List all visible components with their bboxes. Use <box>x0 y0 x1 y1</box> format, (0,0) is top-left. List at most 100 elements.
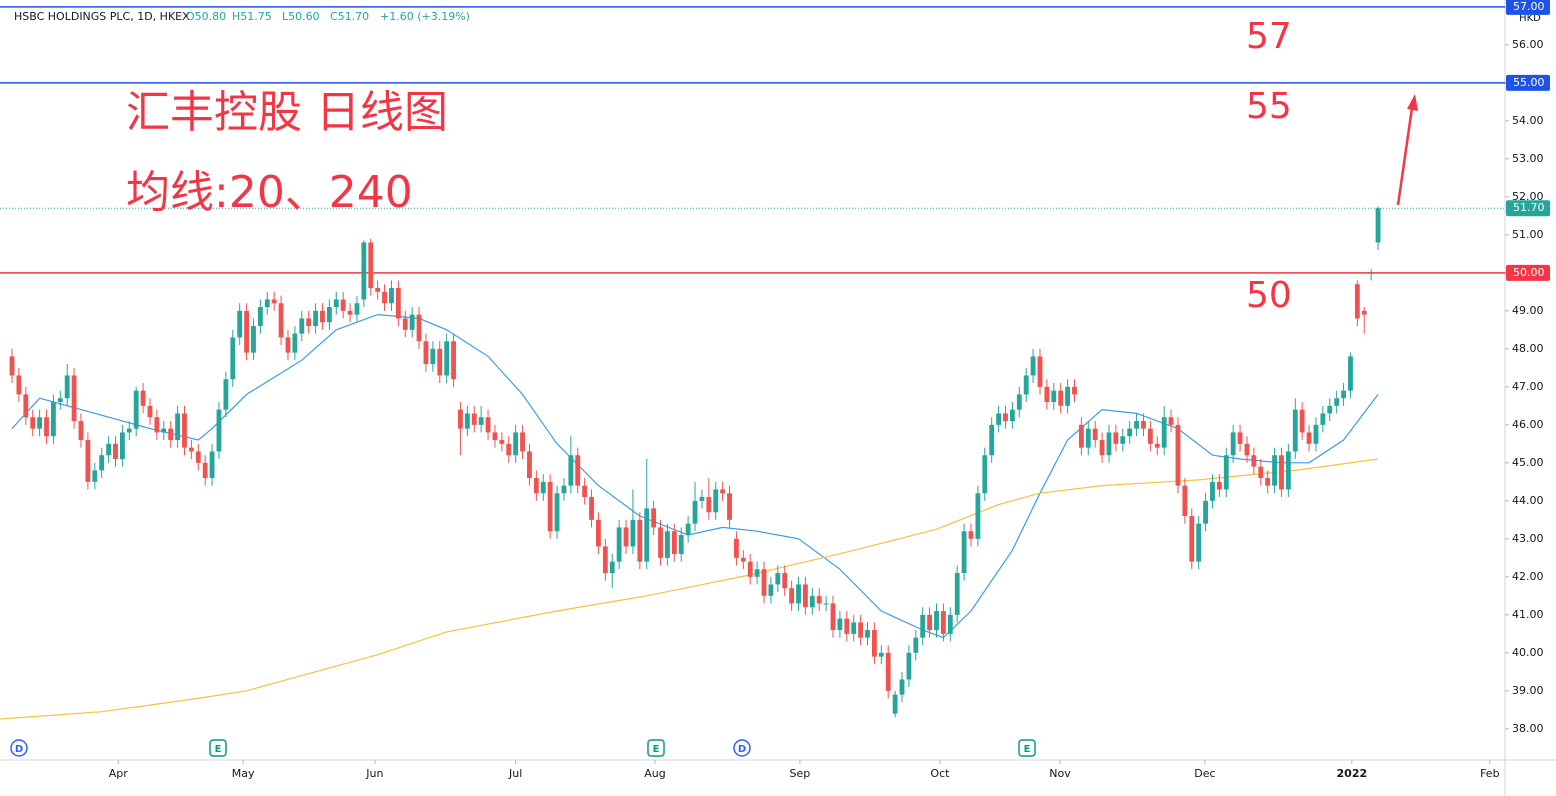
price-label-box <box>1506 74 1550 91</box>
candle-body <box>354 303 360 315</box>
candle-body <box>630 519 636 547</box>
candle-body <box>796 584 801 604</box>
candle-body <box>968 531 974 539</box>
candle-body <box>975 493 981 539</box>
candle-body <box>1092 428 1098 441</box>
event-marker <box>10 739 28 757</box>
candle-body <box>878 652 884 657</box>
candle-body <box>561 485 567 494</box>
candle-body <box>920 614 926 638</box>
candle-body <box>706 497 712 513</box>
candle-body <box>1251 455 1257 467</box>
y-tick-label: 41.00 <box>1512 608 1544 621</box>
candle-body <box>899 679 905 695</box>
candle-body <box>775 573 781 585</box>
candle-body <box>747 561 753 577</box>
candle-body <box>1182 485 1188 517</box>
candle-body <box>713 489 719 513</box>
candle-body <box>113 443 118 460</box>
event-label: E <box>1024 744 1031 755</box>
candle-body <box>147 405 153 418</box>
candle-body <box>1003 413 1008 422</box>
candle-body <box>347 310 353 315</box>
candle-body <box>395 288 401 319</box>
candle-body <box>740 557 746 562</box>
candle-body <box>582 485 588 498</box>
candle-body <box>940 611 946 634</box>
candle-body <box>1009 409 1015 422</box>
candle-body <box>803 584 808 608</box>
candle-body <box>1279 455 1284 490</box>
header-symbol: HSBC HOLDINGS PLC, 1D, HKEX <box>14 10 190 23</box>
x-tick-label: 2022 <box>1337 767 1368 780</box>
candle-body <box>768 584 774 596</box>
candle-body <box>271 299 277 304</box>
candle-body <box>1030 356 1036 376</box>
arrow-head <box>1407 94 1418 111</box>
candle-body <box>513 432 519 456</box>
candle-body <box>602 546 608 574</box>
candle-body <box>858 622 864 638</box>
candle-body <box>188 447 194 452</box>
candle-body <box>278 303 284 338</box>
candle-body <box>892 694 898 714</box>
candle-body <box>754 569 760 577</box>
candle-body <box>1368 272 1374 274</box>
candle-body <box>92 470 98 482</box>
candle-body <box>389 288 394 304</box>
candle-body <box>554 493 560 532</box>
x-tick-label: Jul <box>508 767 522 780</box>
x-tick-label: Nov <box>1049 767 1071 780</box>
event-label: E <box>215 744 222 755</box>
candle-body <box>9 356 15 376</box>
price-label-box <box>1506 264 1550 281</box>
candle-body <box>823 603 829 605</box>
candle-body <box>761 569 767 596</box>
candle-body <box>1044 386 1050 403</box>
candle-body <box>478 417 484 425</box>
candle-body <box>1099 440 1105 456</box>
candle-body <box>1334 398 1340 406</box>
event-marker <box>733 739 751 757</box>
candle-body <box>202 462 208 479</box>
candle-body <box>906 652 912 680</box>
candle-body <box>727 493 732 520</box>
candle-body <box>375 288 381 292</box>
candle-body <box>609 561 615 574</box>
y-tick-label: 40.00 <box>1512 646 1544 659</box>
candle-body <box>637 519 643 562</box>
candle-body <box>885 652 891 691</box>
y-tick-label: 53.00 <box>1512 152 1544 165</box>
price-label-box <box>1506 0 1550 15</box>
x-tick-label: Apr <box>109 767 129 780</box>
candle-body <box>1216 481 1222 490</box>
candle-body <box>368 242 374 289</box>
price-label: 57.00 <box>1513 0 1545 13</box>
candle-body <box>1120 436 1126 444</box>
candle-body <box>299 318 305 334</box>
candle-body <box>416 314 422 342</box>
candle-body <box>575 455 581 486</box>
candle-body <box>1223 455 1229 490</box>
candle-body <box>182 413 187 448</box>
candle-body <box>651 508 657 528</box>
candle-body <box>589 497 594 520</box>
candle-body <box>1306 432 1312 444</box>
candle-body <box>1237 432 1243 444</box>
candle-body <box>996 413 1002 425</box>
event-marker <box>647 739 665 757</box>
candle-body <box>402 318 408 330</box>
candle-body <box>119 432 125 460</box>
header-value: C51.70 <box>330 10 369 23</box>
event-marker <box>209 739 227 757</box>
x-tick-label: Aug <box>644 767 665 780</box>
candle-body <box>485 417 491 433</box>
candle-body <box>989 424 995 456</box>
candle-body <box>71 375 77 422</box>
candle-body <box>451 341 456 380</box>
candle-body <box>16 375 22 395</box>
x-tick-label: Oct <box>930 767 950 780</box>
candle-body <box>1168 417 1174 425</box>
candle-body <box>547 481 553 532</box>
